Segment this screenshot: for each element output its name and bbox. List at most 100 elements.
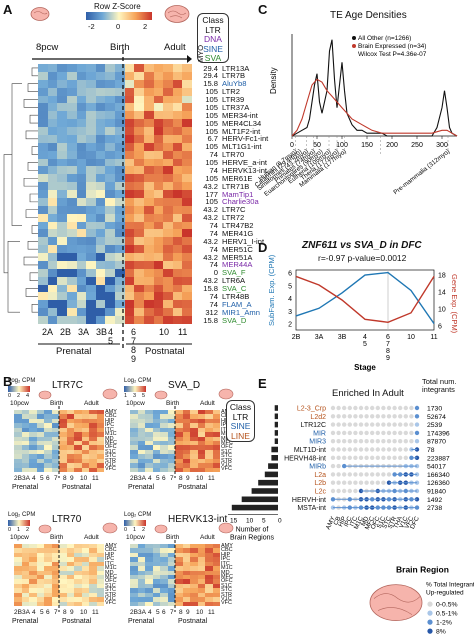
myo-value: 312 — [205, 307, 218, 317]
small-heatmap-cell — [212, 566, 220, 571]
small-heatmap-cell — [44, 463, 52, 468]
small-heatmap-cell — [51, 552, 59, 558]
small-heatmap-cell — [175, 579, 183, 584]
te-row-label: HERVK13-int — [222, 165, 268, 175]
heatmap-a-cell — [143, 253, 154, 261]
heatmap-a-cell — [153, 150, 164, 159]
small-heatmap-cell — [51, 574, 59, 580]
heatmap-a-cell — [115, 64, 125, 72]
small-heatmap-cell — [182, 454, 190, 459]
small-heatmap-cell — [89, 588, 97, 593]
small-heatmap-cell — [96, 544, 104, 549]
te-row-label: LTR39 — [222, 95, 245, 104]
heatmap-a-cell — [124, 158, 135, 167]
te-row-label: MER44A — [222, 260, 253, 270]
heatmap-a-cell — [163, 182, 173, 191]
x-tick-label-d: 9 — [386, 355, 390, 362]
brain-region-bar — [274, 413, 278, 420]
heatmap-a-cell — [172, 150, 183, 159]
small-stage-label: 11 — [92, 609, 99, 616]
small-heatmap-cell — [167, 432, 175, 437]
small-heatmap-cell — [197, 583, 205, 589]
small-stage-label: 10 — [196, 475, 204, 482]
heatmap-a-cell — [47, 292, 58, 301]
heatmap-a-cell — [76, 260, 87, 269]
region-label: STR — [105, 457, 116, 464]
small-heatmap-cell — [66, 463, 74, 468]
heatmap-a-cell — [66, 127, 77, 135]
small-heatmap-cell — [21, 597, 29, 602]
te-row-label: SVA_D — [222, 315, 247, 325]
small-heatmap-cell — [51, 583, 59, 589]
heatmap-a-cell — [163, 64, 173, 72]
small-heatmap-cell — [74, 467, 82, 472]
heatmap-a-cell — [95, 197, 106, 206]
small-heatmap-cell — [205, 418, 213, 424]
heatmap-a-cell — [163, 95, 173, 104]
stage-birth-small: Birth — [166, 534, 180, 541]
heatmap-a-cell — [66, 237, 77, 246]
small-heatmap-cell — [212, 414, 220, 419]
stage-label-a: 2A — [42, 327, 54, 337]
heatmap-a-cell — [66, 253, 77, 261]
heatmap-a-cell — [115, 79, 125, 88]
legend-marker — [352, 36, 356, 40]
small-heatmap-cell — [89, 432, 97, 437]
heatmap-a-cell — [172, 134, 183, 143]
small-heatmap-cell — [89, 410, 97, 415]
heatmap-a-cell — [76, 213, 87, 222]
upset-dot — [342, 455, 347, 460]
bar-axis-tick: 0 — [278, 518, 282, 525]
small-heatmap-cell — [59, 552, 67, 558]
small-heatmap-cell — [14, 432, 22, 437]
small-heatmap-cell — [51, 440, 59, 446]
heatmap-a-cell — [124, 190, 135, 198]
upset-dot — [403, 430, 408, 436]
heatmap-a-cell — [76, 103, 87, 112]
heatmap-a-cell — [86, 276, 96, 285]
upset-dot — [392, 422, 397, 427]
heatmap-a-cell — [57, 190, 67, 198]
small-heatmap-cell — [130, 463, 138, 468]
myo-value: 43.2 — [203, 236, 218, 246]
heatmap-a-cell — [76, 268, 87, 277]
small-heatmap-cell — [21, 548, 29, 553]
heatmap-a-cell — [134, 150, 144, 159]
heatmap-a-cell — [115, 158, 125, 167]
heatmap-a-cell — [66, 292, 77, 301]
small-heatmap-cell — [21, 440, 29, 446]
small-heatmap-cell — [51, 561, 59, 567]
small-heatmap-cell — [152, 449, 160, 455]
small-heatmap-cell — [130, 601, 138, 606]
heatmap-a-cell — [86, 292, 96, 301]
heatmap-a-cell — [143, 276, 154, 285]
heatmap-a-cell — [143, 237, 154, 246]
heatmap-a-cell — [66, 268, 77, 277]
heatmap-a-cell — [153, 119, 164, 128]
heatmap-a-cell — [47, 119, 58, 128]
small-heatmap-cell — [36, 579, 44, 584]
heatmap-a-cell — [47, 134, 58, 143]
small-heatmap-cell — [36, 557, 44, 562]
myo-value: 43.2 — [203, 213, 218, 223]
heatmap-a-cell — [95, 237, 106, 246]
upset-dot — [358, 422, 364, 427]
heatmap-a-cell — [134, 268, 144, 277]
small-heatmap-cell — [59, 436, 67, 441]
heatmap-a-cell — [115, 197, 125, 206]
upset-row-label: L2-3_Crp — [297, 406, 326, 413]
upset-dot — [330, 447, 336, 452]
small-heatmap-cell — [51, 454, 59, 459]
small-heatmap-cell — [66, 436, 74, 441]
upset-dot — [336, 430, 341, 436]
stage-birth-small: Birth — [50, 400, 64, 407]
small-heatmap-cell — [197, 418, 205, 424]
small-heatmap-cell — [96, 557, 104, 562]
scale-tick: 0 — [124, 527, 128, 533]
small-heatmap-cell — [160, 414, 168, 419]
heatmap-a-cell — [38, 182, 48, 191]
total-integrants: 223887 — [427, 455, 450, 462]
small-heatmap-cell — [14, 597, 22, 602]
y-axis-label: Density — [269, 67, 278, 94]
small-heatmap-cell — [74, 570, 82, 575]
